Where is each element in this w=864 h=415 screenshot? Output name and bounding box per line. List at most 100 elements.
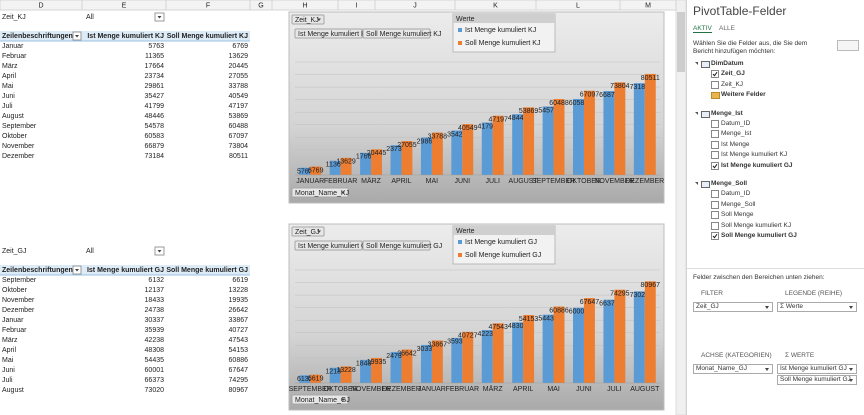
cell-value: 33788: [229, 83, 249, 90]
row-label: September: [2, 277, 37, 284]
field-label[interactable]: Ist Menge kumuliert KJ: [721, 151, 788, 158]
area-title: LEGENDE (REIHE): [785, 290, 843, 297]
bar: [583, 90, 595, 175]
area-field[interactable]: Σ Werte: [777, 302, 857, 312]
dropdown-arrow: [157, 16, 162, 19]
field-label[interactable]: Soll Menge kumuliert KJ: [721, 221, 792, 229]
bar: [462, 331, 474, 383]
area-field[interactable]: Ist Menge kumuliert GJ: [777, 364, 857, 374]
field-checkbox[interactable]: [711, 70, 719, 78]
cell-value: 47197: [229, 103, 249, 110]
value-button[interactable]: [294, 240, 363, 251]
field-checkbox[interactable]: [711, 151, 719, 159]
filter-button[interactable]: [291, 14, 325, 25]
value-button-label: Ist Menge kumuliert GJ: [298, 243, 370, 250]
dropdown-arrow[interactable]: [765, 368, 769, 371]
data-label: 13629: [336, 159, 356, 166]
dropdown-arrow[interactable]: [849, 379, 853, 382]
scroll-thumb[interactable]: [677, 12, 685, 72]
field-checkbox[interactable]: [711, 119, 719, 128]
panel-tab[interactable]: ALLE: [719, 25, 735, 32]
field-checkbox[interactable]: [711, 221, 719, 230]
data-label: 54435: [538, 315, 558, 322]
value-button[interactable]: [362, 240, 431, 251]
row-label: Juli: [2, 377, 13, 384]
legend-title: Werte: [456, 228, 475, 235]
data-label: 80967: [641, 282, 661, 289]
row-label: Januar: [2, 43, 24, 50]
group-toggle[interactable]: [695, 182, 698, 185]
cell-value: 54578: [145, 123, 165, 130]
axis-button[interactable]: [291, 187, 349, 198]
axis-button[interactable]: [291, 394, 349, 405]
cell-value: 48308: [145, 347, 165, 354]
field-label[interactable]: Menge_Ist: [721, 130, 752, 137]
bar: [481, 122, 493, 175]
cell-value: 42238: [145, 337, 165, 344]
area-field[interactable]: Zeit_GJ: [693, 302, 773, 312]
field-label[interactable]: Weitere Felder: [721, 91, 766, 98]
cell-value: 67647: [229, 367, 249, 374]
bar: [360, 359, 372, 383]
filter-button[interactable]: [291, 226, 325, 237]
data-label: 67647: [580, 299, 600, 306]
filter-button-label: Zeit_KJ: [295, 17, 319, 24]
area-field[interactable]: Soll Menge kumuliert GJ: [777, 375, 857, 385]
bar: [492, 115, 504, 175]
dropdown-arrow: [317, 18, 321, 21]
field-checkbox[interactable]: [711, 232, 719, 240]
dropdown-arrow[interactable]: [849, 368, 853, 371]
field-label[interactable]: Zeit_GJ: [721, 70, 745, 77]
area-field[interactable]: Monat_Name_GJ: [693, 364, 773, 374]
field-label[interactable]: Menge_Soll: [721, 200, 756, 208]
legend-title-bar: [453, 14, 555, 23]
bar: [481, 329, 493, 383]
x-tick-label: JULI: [486, 178, 500, 185]
field-label[interactable]: Zeit_KJ: [721, 80, 744, 88]
value-button-label: Soll Menge kumuliert KJ: [366, 31, 441, 38]
legend-label: Ist Menge kumuliert KJ: [465, 27, 536, 34]
settings-button[interactable]: [837, 40, 859, 51]
scrollbar[interactable]: [675, 0, 686, 415]
cell-value: 40727: [229, 327, 249, 334]
bar: [603, 299, 615, 383]
data-label: 26642: [397, 350, 417, 357]
field-checkbox[interactable]: [711, 211, 719, 219]
area-title: Σ WERTE: [785, 352, 815, 359]
value-button[interactable]: [294, 28, 363, 39]
field-checkbox[interactable]: [711, 130, 719, 138]
data-label: 48308: [508, 323, 528, 330]
field-checkbox[interactable]: [711, 200, 719, 209]
field-label[interactable]: Soll Menge: [721, 211, 754, 218]
value-button[interactable]: [362, 28, 431, 39]
field-label[interactable]: Ist Menge kumuliert GJ: [721, 161, 793, 169]
group-toggle[interactable]: [695, 62, 698, 65]
cell-value: 11365: [145, 53, 164, 60]
cell-value: 80967: [229, 387, 249, 394]
field-label[interactable]: Datum_ID: [721, 119, 751, 127]
folder-icon[interactable]: [711, 92, 720, 99]
field-label[interactable]: Datum_ID: [721, 190, 751, 197]
field-label[interactable]: Soll Menge kumuliert GJ: [721, 232, 797, 239]
bar: [523, 107, 535, 175]
x-tick-label: JULI: [607, 386, 621, 393]
filter-label: Zeit_KJ: [2, 14, 26, 21]
field-checkbox[interactable]: [711, 190, 719, 198]
dropdown-arrow[interactable]: [849, 306, 853, 309]
cell-value: 27055: [229, 73, 249, 80]
column-header: G: [258, 2, 263, 9]
group-toggle[interactable]: [695, 111, 698, 115]
header-row: [0, 31, 250, 41]
bar: [329, 367, 341, 383]
field-label[interactable]: Ist Menge: [721, 140, 750, 148]
bar: [553, 306, 565, 383]
panel-tab[interactable]: AKTIV: [693, 25, 712, 33]
bar: [431, 340, 443, 383]
field-checkbox[interactable]: [711, 161, 719, 170]
data-label: 12137: [325, 369, 345, 376]
dropdown-arrow[interactable]: [765, 306, 769, 309]
field-checkbox[interactable]: [711, 140, 719, 149]
field-checkbox[interactable]: [711, 80, 719, 89]
data-label: 24738: [386, 353, 406, 360]
